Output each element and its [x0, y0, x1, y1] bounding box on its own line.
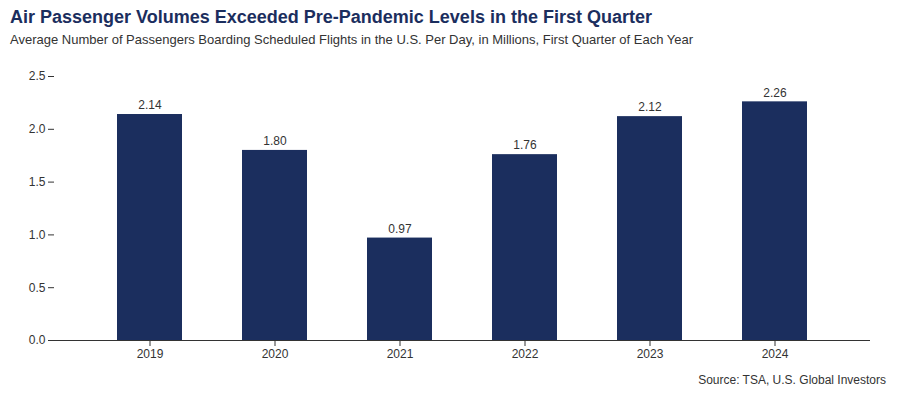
- html-text:Source: TSA, U.S. Global Inves: Source: TSA, U.S. Global Investors: [698, 373, 886, 387]
- svg-text:2.14: 2.14: [138, 98, 162, 112]
- svg-text:0.0: 0.0: [29, 333, 46, 347]
- svg-text:0.5: 0.5: [29, 281, 46, 295]
- svg-text:1.5: 1.5: [29, 175, 46, 189]
- svg-text:2022: 2022: [512, 347, 539, 361]
- svg-text:2020: 2020: [262, 347, 289, 361]
- svg-text:1.80: 1.80: [263, 134, 287, 148]
- html-text:Air Passenger Volumes Exceeded: Air Passenger Volumes Exceeded Pre-Pande…: [10, 7, 652, 27]
- svg-text:0.97: 0.97: [388, 222, 412, 236]
- svg-text:2021: 2021: [387, 347, 414, 361]
- svg-text:2019: 2019: [137, 347, 164, 361]
- svg-text:2.12: 2.12: [638, 100, 662, 114]
- svg-text:1.0: 1.0: [29, 228, 46, 242]
- svg-text:2.0: 2.0: [29, 122, 46, 136]
- svg-text:2024: 2024: [762, 347, 789, 361]
- svg-text:1.76: 1.76: [513, 138, 537, 152]
- svg-text:2.5: 2.5: [29, 69, 46, 83]
- html-text:Average Number of Passengers B: Average Number of Passengers Boarding Sc…: [10, 32, 694, 47]
- svg-text:2023: 2023: [637, 347, 664, 361]
- svg-text:2.26: 2.26: [763, 86, 787, 100]
